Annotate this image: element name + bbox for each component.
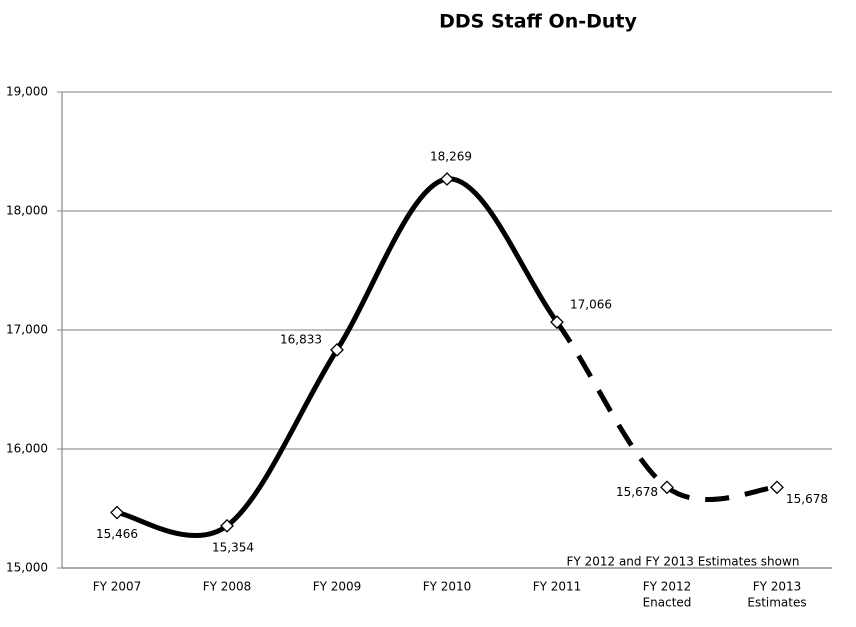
x-tick-label: FY 2010 — [423, 580, 472, 594]
x-tick-label: FY 2013 — [753, 580, 802, 594]
x-tick-label: FY 2011 — [533, 580, 582, 594]
data-point — [660, 480, 674, 495]
y-tick-label: 15,000 — [6, 561, 48, 575]
data-line — [554, 320, 778, 503]
x-tick-label: FY 2007 — [93, 580, 142, 594]
y-tick-label: 18,000 — [6, 204, 48, 218]
data-label: 15,678 — [786, 492, 828, 506]
data-label: 16,833 — [280, 332, 322, 346]
data-label: 18,269 — [430, 149, 472, 163]
data-line — [116, 176, 560, 539]
x-tick-label: FY 2012 — [643, 580, 692, 594]
data-label: 17,066 — [570, 298, 612, 312]
x-tick-label: Estimates — [747, 596, 806, 610]
y-tick-label: 16,000 — [6, 442, 48, 456]
annotation: FY 2012 and FY 2013 Estimates shown — [567, 555, 800, 569]
y-tick-label: 17,000 — [6, 323, 48, 337]
data-label: 15,354 — [212, 540, 254, 554]
data-point — [220, 518, 234, 533]
data-point — [440, 172, 454, 186]
data-point — [770, 480, 784, 495]
chart-title: DDS Staff On-Duty — [439, 11, 637, 33]
y-tick-label: 19,000 — [6, 85, 48, 99]
x-tick-label: FY 2009 — [313, 580, 362, 594]
data-point — [550, 315, 564, 330]
data-label: 15,678 — [616, 485, 658, 499]
data-point — [330, 342, 344, 357]
x-tick-label: FY 2008 — [203, 580, 252, 594]
data-point — [110, 505, 124, 520]
data-label: 15,466 — [96, 527, 138, 541]
x-tick-label: Enacted — [643, 596, 692, 610]
